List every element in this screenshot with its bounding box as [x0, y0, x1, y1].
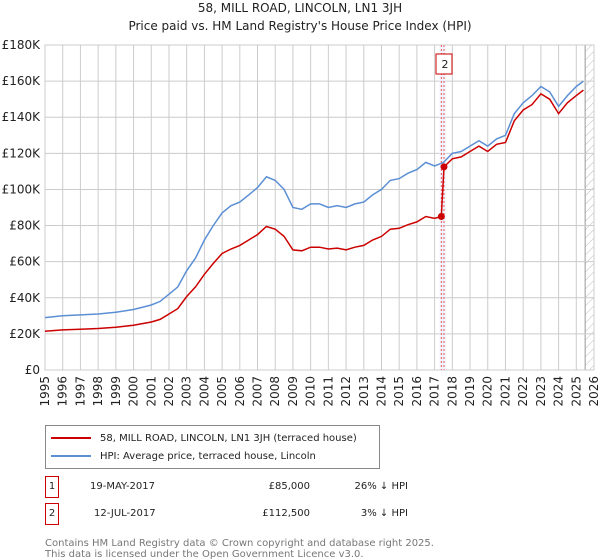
footer-licence: This data is licensed under the Open Gov… — [45, 549, 364, 560]
sale-price: £112,500 — [262, 508, 310, 519]
y-tick-label: £20K — [9, 327, 41, 341]
x-tick-label: 2015 — [392, 376, 406, 407]
legend: 58, MILL ROAD, LINCOLN, LN1 3JH (terrace… — [45, 425, 380, 469]
x-tick-label: 2006 — [233, 376, 247, 407]
y-tick-label: £40K — [9, 291, 41, 305]
x-tick-label: 2000 — [127, 376, 141, 407]
x-tick-label: 2001 — [144, 376, 158, 407]
legend-swatch-red — [51, 437, 91, 439]
sale-row: 1 19-MAY-2017 £85,000 26% ↓ HPI — [45, 476, 408, 498]
x-tick-label: 1996 — [56, 376, 70, 407]
x-tick-label: 2013 — [357, 376, 371, 407]
x-tick-label: 2003 — [180, 376, 194, 407]
y-tick-label: £100K — [2, 182, 42, 196]
sale-price: £85,000 — [268, 481, 310, 492]
sale-marker-box — [435, 53, 453, 75]
x-tick-label: 2023 — [534, 376, 548, 407]
x-tick-label: 2020 — [481, 376, 495, 407]
plot-area: 2 £0 £20K £40K £60K £80K £100K £120K £140K £160K £… — [2, 38, 600, 407]
x-tick-label: 2012 — [339, 376, 353, 407]
y-tick-label: £180K — [2, 38, 42, 52]
x-tick-label: 2021 — [498, 376, 512, 407]
x-tick-label: 2026 — [587, 376, 600, 407]
sale-marker-badge: 2 — [45, 503, 59, 525]
x-tick-label: 2018 — [445, 376, 459, 407]
x-tick-label: 2014 — [374, 376, 388, 407]
y-tick-label: £0 — [25, 363, 40, 377]
sale-marker-badge: 1 — [45, 476, 59, 498]
x-tick-label: 1995 — [38, 376, 52, 407]
sale-point — [440, 163, 448, 171]
sale-point — [437, 213, 445, 221]
x-tick-label: 2025 — [569, 376, 583, 407]
footer-attribution: Contains HM Land Registry data © Crown c… — [45, 538, 434, 549]
x-tick-label: 1998 — [91, 376, 105, 407]
x-tick-label: 2007 — [251, 376, 265, 407]
sale-hpi-diff: 26% ↓ HPI — [354, 481, 408, 492]
x-tick-label: 2008 — [268, 376, 282, 407]
legend-label: HPI: Average price, terraced house, Linc… — [100, 450, 316, 462]
x-tick-label: 1997 — [73, 376, 87, 407]
legend-swatch-blue — [51, 455, 91, 457]
legend-item-property: 58, MILL ROAD, LINCOLN, LN1 3JH (terrace… — [51, 430, 357, 446]
sale-row: 2 12-JUL-2017 £112,500 3% ↓ HPI — [45, 503, 408, 525]
y-tick-label: £160K — [2, 74, 42, 88]
x-tick-label: 2019 — [463, 376, 477, 407]
sale-highlight — [441, 45, 446, 370]
sale-marker-label: 2 — [441, 58, 448, 71]
x-tick-label: 2024 — [552, 376, 566, 407]
sale-hpi-diff: 3% ↓ HPI — [360, 508, 408, 519]
x-tick-label: 2002 — [162, 376, 176, 407]
y-tick-label: £60K — [9, 255, 41, 269]
x-tick-label: 2009 — [286, 376, 300, 407]
chart-subtitle: Price paid vs. HM Land Registry's House … — [128, 19, 472, 33]
x-tick-label: 2011 — [321, 376, 335, 407]
x-tick-label: 2005 — [215, 376, 229, 407]
y-tick-label: £140K — [2, 110, 42, 124]
x-tick-label: 1999 — [109, 376, 123, 407]
x-tick-label: 2022 — [516, 376, 530, 407]
chart-title: 58, MILL ROAD, LINCOLN, LN1 3JH — [197, 1, 403, 15]
y-tick-label: £120K — [2, 146, 42, 160]
x-tick-label: 2010 — [304, 376, 318, 407]
x-tick-label: 2016 — [410, 376, 424, 407]
legend-label: 58, MILL ROAD, LINCOLN, LN1 3JH (terrace… — [100, 432, 357, 444]
hpi-line — [44, 80, 584, 319]
plot-background — [44, 44, 595, 371]
forecast-hatch — [585, 45, 594, 370]
legend-item-hpi: HPI: Average price, terraced house, Linc… — [51, 448, 316, 464]
x-tick-label: 2004 — [197, 376, 211, 407]
y-tick-label: £80K — [9, 219, 41, 233]
sale-date: 12-JUL-2017 — [94, 508, 156, 519]
sale-date: 19-MAY-2017 — [90, 481, 156, 492]
property-price-line — [44, 89, 584, 332]
x-tick-label: 2017 — [428, 376, 442, 407]
